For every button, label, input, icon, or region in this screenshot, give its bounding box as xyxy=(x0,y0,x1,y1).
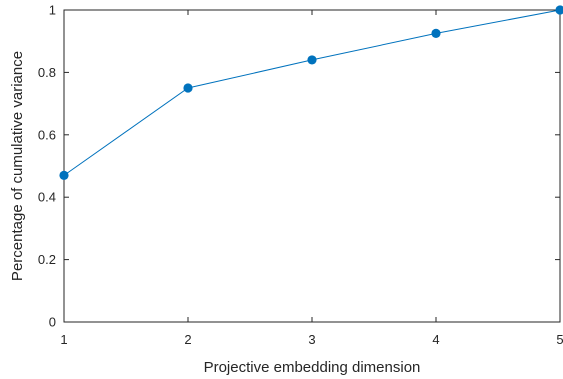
x-tick-label: 2 xyxy=(184,332,191,347)
y-tick-label: 0.8 xyxy=(38,65,56,80)
y-axis: 0 0.2 0.4 0.6 0.8 1 xyxy=(38,3,560,330)
data-point xyxy=(555,5,563,15)
x-tick-label: 4 xyxy=(432,332,439,347)
data-point xyxy=(183,83,193,93)
data-point xyxy=(59,170,69,180)
x-tick-label: 1 xyxy=(60,332,67,347)
x-axis-title: Projective embedding dimension xyxy=(204,359,421,376)
data-point xyxy=(307,55,317,65)
x-tick-label: 5 xyxy=(556,332,563,347)
y-tick-label: 0.4 xyxy=(38,190,56,205)
y-tick-label: 0.6 xyxy=(38,127,56,142)
y-tick-label: 0 xyxy=(49,315,56,330)
x-tick-label: 3 xyxy=(308,332,315,347)
y-tick-label: 0.2 xyxy=(38,252,56,267)
series-layer xyxy=(59,5,563,180)
data-point xyxy=(431,28,441,38)
y-axis-title: Percentage of cumulative variance xyxy=(9,51,26,281)
series-line xyxy=(63,9,561,176)
y-tick-label: 1 xyxy=(49,3,56,18)
